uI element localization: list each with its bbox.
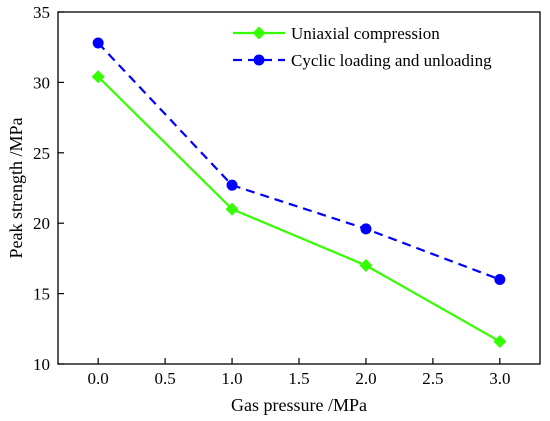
data-point-uniaxial xyxy=(91,70,105,84)
series-line-cyclic xyxy=(97,42,501,281)
x-tick-label: 2.0 xyxy=(355,369,376,388)
y-tick-label: 10 xyxy=(33,355,50,374)
x-tick-label: 3.0 xyxy=(489,369,510,388)
y-tick-label: 35 xyxy=(33,3,50,22)
series-line-uniaxial xyxy=(97,75,501,343)
legend-label-cyclic: Cyclic loading and unloading xyxy=(291,51,492,70)
data-point-uniaxial xyxy=(225,202,239,216)
x-axis-title: Gas pressure /MPa xyxy=(231,395,367,415)
x-tick-label: 0.0 xyxy=(88,369,109,388)
data-point-cyclic xyxy=(226,179,238,191)
legend-label-uniaxial: Uniaxial compression xyxy=(291,24,440,43)
y-tick-label: 25 xyxy=(33,144,50,163)
series-layer xyxy=(91,37,507,348)
y-tick-label: 30 xyxy=(33,73,50,92)
data-point-cyclic xyxy=(92,37,104,49)
data-point-cyclic xyxy=(360,223,372,235)
x-axis: 0.0 0.5 1.0 1.5 2.0 2.5 3.0 xyxy=(88,358,510,388)
data-point-cyclic xyxy=(494,274,506,286)
y-axis-title: Peak strength /MPa xyxy=(6,118,26,259)
x-tick-label: 2.5 xyxy=(422,369,443,388)
legend-marker xyxy=(253,54,265,66)
legend-marker xyxy=(252,26,266,40)
data-point-uniaxial xyxy=(359,258,373,272)
y-tick-label: 15 xyxy=(33,285,50,304)
x-tick-label: 1.0 xyxy=(221,369,242,388)
legend-marker-cyclic xyxy=(253,54,265,66)
legend: Uniaxial compression Cyclic loading and … xyxy=(233,24,492,70)
y-tick-label: 20 xyxy=(33,214,50,233)
y-axis: 10 15 20 25 30 35 xyxy=(33,3,64,374)
x-tick-label: 1.5 xyxy=(288,369,309,388)
x-tick-label: 0.5 xyxy=(154,369,175,388)
legend-marker-uniaxial xyxy=(252,26,266,40)
data-point-uniaxial xyxy=(493,334,507,348)
